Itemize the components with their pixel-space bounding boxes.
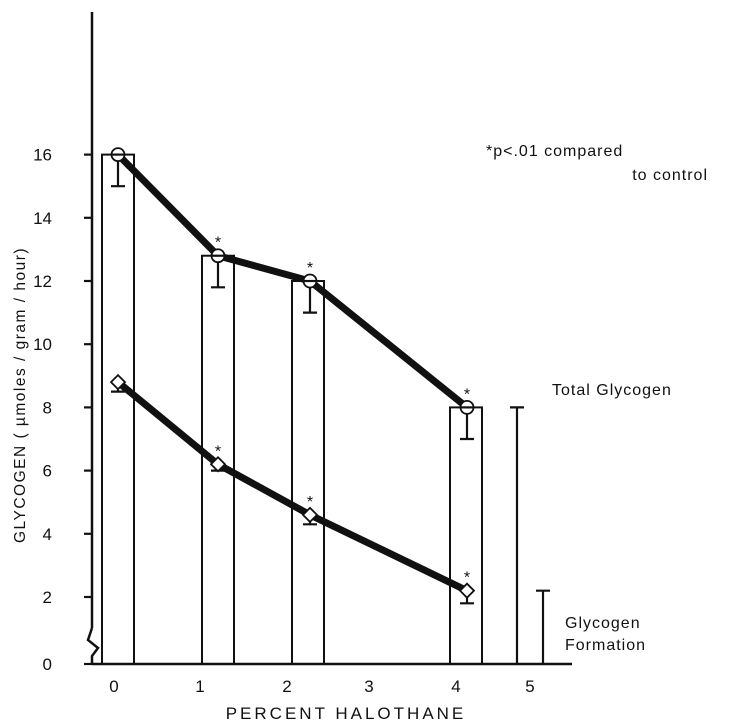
series-lines [114,151,471,595]
y-axis-break [86,627,100,664]
y-tick-label-2: 2 [43,588,52,607]
y-ticks: 0 2 4 6 8 10 12 14 16 [33,146,92,674]
markers [109,147,476,599]
y-axis-label: GLYCOGEN ( µmoles / gram / hour) [12,247,29,543]
x-tick-label-5: 5 [525,677,534,696]
star-0-3: * [464,386,470,403]
bar-4 [449,406,483,665]
axes [86,12,572,666]
y-tick-label-12: 12 [33,272,52,291]
legend-formation-scale-bar [536,589,550,664]
series-line-1 [114,378,471,595]
y-tick-label-16: 16 [33,146,52,165]
y-tick-label-14: 14 [33,209,52,228]
x-ticks: 0 1 2 3 4 5 [109,677,534,696]
annotation-line-1: *p<.01 compared [486,143,623,160]
y-tick-label-0: 0 [43,655,52,674]
legend-total-scale-bar [510,406,524,664]
x-tick-label-2: 2 [282,677,291,696]
star-1-3: * [464,570,470,587]
y-tick-label-10: 10 [33,335,52,354]
star-1-1: * [215,443,221,460]
marker-formation-1 [209,456,227,473]
x-axis-label: PERCENT HALOTHANE [226,704,467,723]
bar-2 [291,280,325,665]
marker-formation-0 [109,373,127,391]
x-tick-label-0: 0 [109,677,118,696]
star-1-2: * [307,494,313,511]
marker-formation-2 [301,506,319,524]
x-tick-label-1: 1 [195,677,204,696]
bars [101,153,483,665]
legend: Total Glycogen Glycogen Formation [510,382,672,664]
legend-glycogen-formation-line-2: Formation [565,637,646,654]
y-tick-label-6: 6 [43,462,52,481]
bar-0 [101,153,135,665]
legend-glycogen-formation-line-1: Glycogen [565,615,641,632]
legend-total-glycogen: Total Glycogen [552,382,672,399]
y-tick-label-4: 4 [43,525,52,544]
y-tick-label-8: 8 [43,398,52,417]
star-0-2: * [307,260,313,277]
marker-formation-3 [458,582,476,599]
x-tick-label-3: 3 [364,677,373,696]
star-0-1: * [215,235,221,252]
x-tick-label-4: 4 [451,677,460,696]
series-line-0 [114,151,471,411]
annotation-line-2: to control [632,167,708,184]
significance-stars: * * * * * * [215,235,470,587]
